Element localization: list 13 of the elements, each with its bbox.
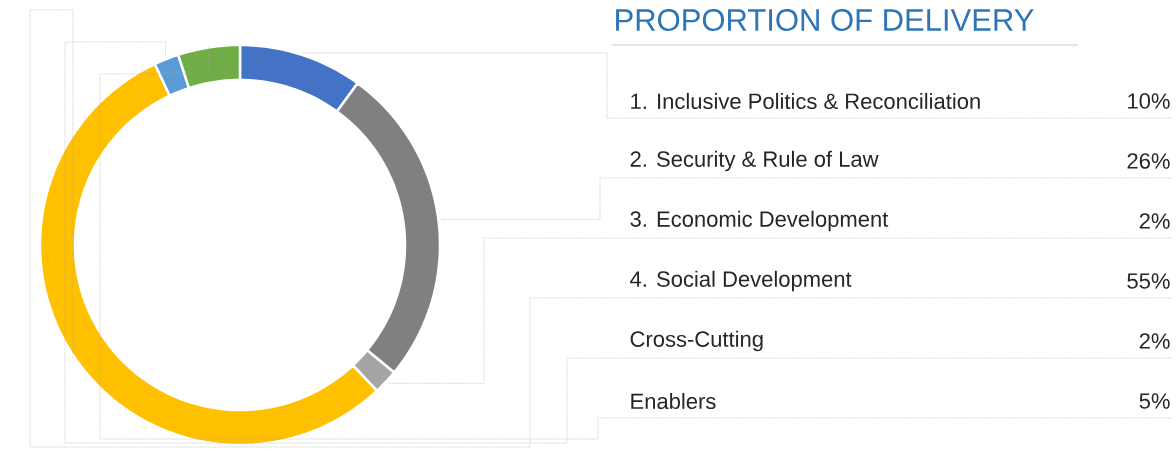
slice-label: Cross-Cutting	[630, 330, 763, 352]
chart-title: PROPORTION OF DELIVERY	[616, 9, 1034, 31]
data-label: 55%	[1127, 273, 1170, 289]
slice-label: Enablers	[631, 392, 716, 410]
data-label: 2%	[1139, 213, 1170, 229]
slice-label: 4. Social Development	[630, 270, 852, 292]
slice-label: 3. Economic Development	[630, 210, 889, 232]
data-label: 2%	[1139, 333, 1170, 349]
data-label: 5%	[1139, 393, 1170, 409]
data-label: 26%	[1127, 153, 1170, 169]
slice-label: 2. Security & Rule of Law	[630, 150, 879, 172]
data-label: 10%	[1128, 93, 1170, 109]
slice-label: 1. Inclusive Politics & Reconciliation	[631, 92, 980, 110]
